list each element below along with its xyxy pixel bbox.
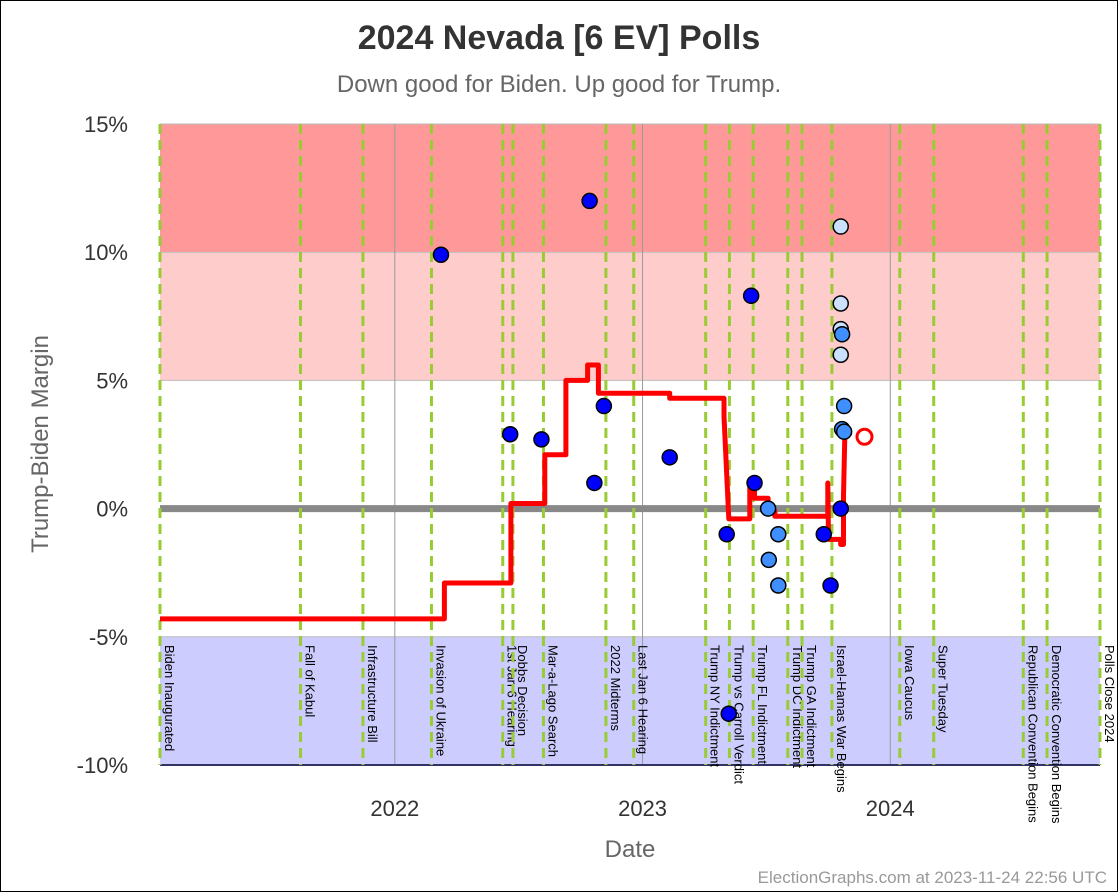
poll-point (581, 192, 598, 210)
poll-point (835, 423, 853, 440)
poll-point (718, 525, 735, 543)
band-1 (160, 252, 1100, 381)
margin-bands (160, 124, 1100, 765)
poll-point (833, 325, 851, 343)
average-line-group (160, 362, 848, 622)
poll-point (770, 525, 787, 543)
poll-point (770, 577, 787, 594)
x-axis-ticks: 2022 2023 2024 (370, 796, 914, 821)
event-label: Invasion of Ukraine (433, 645, 448, 756)
credit-text: ElectionGraphs.com at 2023-11-24 22:56 U… (758, 868, 1107, 887)
poll-point (760, 551, 778, 569)
average-line (160, 362, 848, 622)
x-axis-label: Date (605, 836, 656, 863)
poll-point (720, 705, 738, 722)
event-label: Super Tuesday (936, 645, 951, 733)
poll-points (432, 192, 874, 722)
event-label: Mar-a-Lago Search (545, 645, 560, 757)
poll-point (832, 218, 849, 235)
poll-point (742, 287, 760, 305)
event-label: Trump vs Carroll Verdict (731, 645, 746, 784)
poll-point (432, 246, 450, 264)
event-label: Israel-Hamas War Begins (834, 645, 849, 793)
event-label: Infrastructure Bill (365, 645, 380, 743)
band-0 (160, 124, 1100, 253)
event-label: 2022 Midterms (608, 645, 623, 731)
band-2 (160, 636, 1100, 765)
event-label: Trump NY Indictment (708, 645, 723, 767)
y-tick-label: -10% (77, 753, 128, 778)
event-label: Dobbs Decision (515, 645, 530, 736)
event-label: Trump FL Indictment (755, 645, 770, 764)
y-tick-label: -5% (89, 625, 128, 650)
event-lines: Biden Inaugurated Fall of Kabul Infrastruc… (158, 124, 1117, 824)
event-label: Iowa Caucus (902, 645, 917, 721)
average-end-marker (855, 427, 874, 446)
x-tick-label: 2023 (618, 796, 667, 821)
poll-point (832, 295, 849, 312)
poll-point (661, 449, 678, 466)
chart-title: 2024 Nevada [6 EV] Polls (358, 19, 761, 57)
event-label: Democratic Convention Begins (1049, 645, 1064, 824)
y-tick-label: 10% (84, 240, 128, 265)
poll-point (835, 397, 853, 415)
event-label: Polls Close 2024 (1102, 645, 1117, 743)
poll-point (501, 425, 519, 443)
poll-point (533, 431, 550, 448)
event-label: Fall of Kabul (302, 645, 317, 717)
poll-point (595, 397, 613, 415)
event-label: Biden Inaugurated (162, 645, 177, 751)
poll-point (832, 346, 849, 364)
y-tick-label: 15% (84, 112, 128, 137)
event-label: 1st Jan 6 Hearing (505, 645, 520, 747)
poll-point (822, 577, 839, 594)
poll-point (586, 474, 603, 492)
y-tick-label: 0% (96, 497, 128, 522)
event-label: Last Jan 6 Hearing (636, 645, 651, 754)
y-axis-ticks: 15% 10% 5% 0% -5% -10% (77, 112, 128, 778)
x-tick-label: 2022 (370, 796, 419, 821)
event-label: Republican Convention Begins (1025, 645, 1040, 823)
y-axis-label: Trump-Biden Margin (27, 335, 54, 553)
poll-point (815, 525, 833, 543)
poll-point (746, 474, 763, 492)
chart-subtitle: Down good for Biden. Up good for Trump. (337, 71, 781, 98)
poll-point (759, 500, 777, 517)
grid-lines (160, 123, 1100, 766)
poll-point (832, 500, 849, 517)
x-tick-label: 2024 (866, 796, 915, 821)
y-tick-label: 5% (96, 368, 128, 393)
event-label: Trump GA Indictment (804, 645, 819, 768)
